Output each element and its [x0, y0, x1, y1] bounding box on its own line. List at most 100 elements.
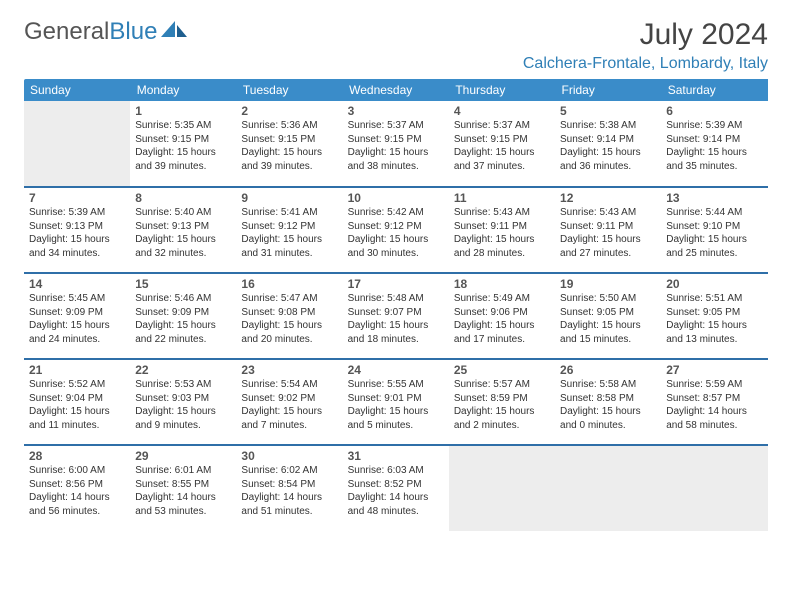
- calendar-week-row: 14Sunrise: 5:45 AMSunset: 9:09 PMDayligh…: [24, 273, 768, 359]
- cell-text-line: Sunrise: 6:01 AM: [135, 464, 231, 478]
- cell-text-line: and 5 minutes.: [348, 419, 444, 433]
- calendar-cell: [24, 101, 130, 187]
- day-header: Tuesday: [236, 79, 342, 101]
- calendar-week-row: 28Sunrise: 6:00 AMSunset: 8:56 PMDayligh…: [24, 445, 768, 531]
- cell-text-line: Sunset: 9:10 PM: [666, 220, 762, 234]
- day-header: Sunday: [24, 79, 130, 101]
- cell-text-line: Sunset: 9:14 PM: [560, 133, 656, 147]
- cell-text-line: Daylight: 15 hours: [348, 146, 444, 160]
- cell-text-line: Daylight: 15 hours: [348, 233, 444, 247]
- cell-text-line: Sunset: 9:05 PM: [666, 306, 762, 320]
- cell-text-line: Daylight: 14 hours: [666, 405, 762, 419]
- cell-text-line: Sunset: 9:02 PM: [241, 392, 337, 406]
- cell-text-line: and 13 minutes.: [666, 333, 762, 347]
- day-number: 10: [348, 191, 444, 205]
- cell-text-line: and 51 minutes.: [241, 505, 337, 519]
- calendar-cell: 22Sunrise: 5:53 AMSunset: 9:03 PMDayligh…: [130, 359, 236, 445]
- day-number: 11: [454, 191, 550, 205]
- cell-text-line: Sunrise: 5:52 AM: [29, 378, 125, 392]
- day-number: 28: [29, 449, 125, 463]
- cell-text-line: Sunset: 8:57 PM: [666, 392, 762, 406]
- cell-text-line: Daylight: 15 hours: [241, 146, 337, 160]
- calendar-cell: 9Sunrise: 5:41 AMSunset: 9:12 PMDaylight…: [236, 187, 342, 273]
- calendar-cell: 29Sunrise: 6:01 AMSunset: 8:55 PMDayligh…: [130, 445, 236, 531]
- cell-text-line: Daylight: 14 hours: [348, 491, 444, 505]
- cell-text-line: Sunset: 8:56 PM: [29, 478, 125, 492]
- cell-text-line: Sunset: 9:07 PM: [348, 306, 444, 320]
- day-number: 31: [348, 449, 444, 463]
- day-number: 27: [666, 363, 762, 377]
- cell-text-line: and 39 minutes.: [241, 160, 337, 174]
- cell-text-line: Sunrise: 5:41 AM: [241, 206, 337, 220]
- cell-text-line: and 30 minutes.: [348, 247, 444, 261]
- cell-text-line: Daylight: 15 hours: [135, 146, 231, 160]
- cell-text-line: Daylight: 15 hours: [454, 233, 550, 247]
- cell-text-line: Sunset: 9:06 PM: [454, 306, 550, 320]
- calendar-week-row: 1Sunrise: 5:35 AMSunset: 9:15 PMDaylight…: [24, 101, 768, 187]
- day-number: 8: [135, 191, 231, 205]
- cell-text-line: and 48 minutes.: [348, 505, 444, 519]
- cell-text-line: Sunrise: 6:03 AM: [348, 464, 444, 478]
- cell-text-line: Sunset: 9:12 PM: [241, 220, 337, 234]
- cell-text-line: Daylight: 15 hours: [454, 319, 550, 333]
- cell-text-line: Daylight: 15 hours: [454, 405, 550, 419]
- cell-text-line: Daylight: 15 hours: [348, 319, 444, 333]
- day-number: 4: [454, 104, 550, 118]
- cell-text-line: Sunrise: 5:44 AM: [666, 206, 762, 220]
- cell-text-line: Sunrise: 5:36 AM: [241, 119, 337, 133]
- brand-part2: Blue: [109, 18, 157, 46]
- calendar-cell: [449, 445, 555, 531]
- cell-text-line: and 22 minutes.: [135, 333, 231, 347]
- calendar-cell: 4Sunrise: 5:37 AMSunset: 9:15 PMDaylight…: [449, 101, 555, 187]
- cell-text-line: Daylight: 15 hours: [29, 319, 125, 333]
- day-number: 9: [241, 191, 337, 205]
- cell-text-line: Sunrise: 5:45 AM: [29, 292, 125, 306]
- cell-text-line: Daylight: 14 hours: [29, 491, 125, 505]
- calendar-cell: 5Sunrise: 5:38 AMSunset: 9:14 PMDaylight…: [555, 101, 661, 187]
- cell-text-line: Daylight: 15 hours: [241, 405, 337, 419]
- cell-text-line: Sunrise: 5:37 AM: [454, 119, 550, 133]
- cell-text-line: and 18 minutes.: [348, 333, 444, 347]
- cell-text-line: Sunset: 8:54 PM: [241, 478, 337, 492]
- calendar-cell: 31Sunrise: 6:03 AMSunset: 8:52 PMDayligh…: [343, 445, 449, 531]
- day-number: 24: [348, 363, 444, 377]
- cell-text-line: Sunset: 9:11 PM: [560, 220, 656, 234]
- cell-text-line: Sunset: 9:05 PM: [560, 306, 656, 320]
- cell-text-line: and 32 minutes.: [135, 247, 231, 261]
- cell-text-line: Sunset: 8:58 PM: [560, 392, 656, 406]
- cell-text-line: Sunrise: 5:50 AM: [560, 292, 656, 306]
- day-number: 21: [29, 363, 125, 377]
- day-number: 19: [560, 277, 656, 291]
- calendar-table: Sunday Monday Tuesday Wednesday Thursday…: [24, 79, 768, 531]
- brand-logo: GeneralBlue: [24, 18, 187, 46]
- calendar-cell: 26Sunrise: 5:58 AMSunset: 8:58 PMDayligh…: [555, 359, 661, 445]
- calendar-cell: 28Sunrise: 6:00 AMSunset: 8:56 PMDayligh…: [24, 445, 130, 531]
- day-number: 13: [666, 191, 762, 205]
- cell-text-line: Sunrise: 5:43 AM: [454, 206, 550, 220]
- calendar-cell: 27Sunrise: 5:59 AMSunset: 8:57 PMDayligh…: [661, 359, 767, 445]
- calendar-body: 1Sunrise: 5:35 AMSunset: 9:15 PMDaylight…: [24, 101, 768, 531]
- cell-text-line: Daylight: 14 hours: [135, 491, 231, 505]
- day-number: 6: [666, 104, 762, 118]
- calendar-cell: 20Sunrise: 5:51 AMSunset: 9:05 PMDayligh…: [661, 273, 767, 359]
- calendar-cell: 6Sunrise: 5:39 AMSunset: 9:14 PMDaylight…: [661, 101, 767, 187]
- cell-text-line: Sunrise: 5:43 AM: [560, 206, 656, 220]
- cell-text-line: Sunset: 9:01 PM: [348, 392, 444, 406]
- day-number: 5: [560, 104, 656, 118]
- day-number: 15: [135, 277, 231, 291]
- cell-text-line: and 25 minutes.: [666, 247, 762, 261]
- header: GeneralBlue July 2024 Calchera-Frontale,…: [24, 18, 768, 73]
- cell-text-line: Daylight: 15 hours: [29, 405, 125, 419]
- day-number: 25: [454, 363, 550, 377]
- cell-text-line: Sunrise: 5:48 AM: [348, 292, 444, 306]
- cell-text-line: and 2 minutes.: [454, 419, 550, 433]
- day-number: 23: [241, 363, 337, 377]
- cell-text-line: and 31 minutes.: [241, 247, 337, 261]
- sail-icon: [161, 18, 187, 46]
- cell-text-line: Daylight: 15 hours: [560, 319, 656, 333]
- cell-text-line: Sunrise: 5:38 AM: [560, 119, 656, 133]
- cell-text-line: and 7 minutes.: [241, 419, 337, 433]
- day-number: 17: [348, 277, 444, 291]
- day-number: 22: [135, 363, 231, 377]
- cell-text-line: and 15 minutes.: [560, 333, 656, 347]
